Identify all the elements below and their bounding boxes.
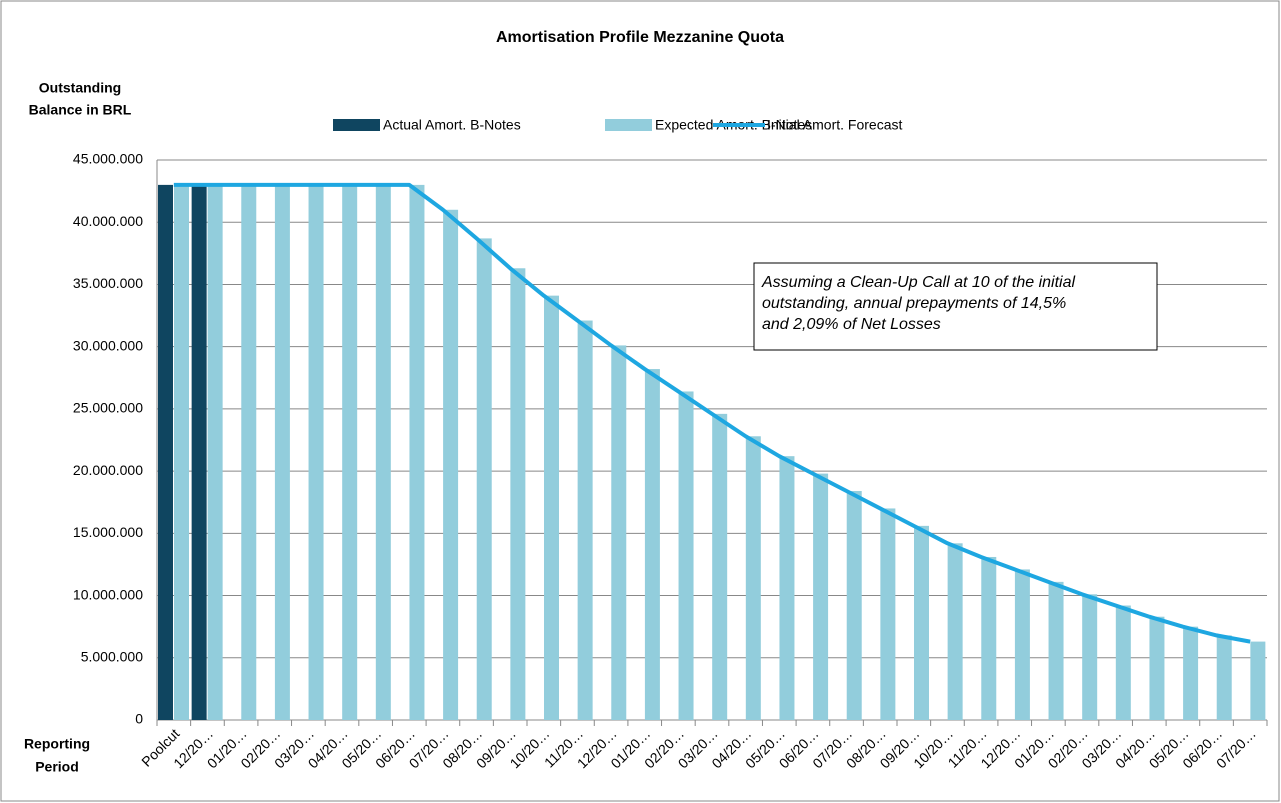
y-tick-label: 40.000.000	[73, 213, 143, 229]
x-axis-label: Reporting	[24, 736, 90, 752]
y-tick-label: 10.000.000	[73, 586, 143, 602]
bar	[241, 184, 257, 720]
bar	[1048, 581, 1064, 720]
annotation-text: Assuming a Clean-Up Call at 10 of the in…	[761, 274, 1075, 291]
y-tick-label: 35.000.000	[73, 275, 143, 291]
bar	[1183, 626, 1199, 720]
bar	[308, 184, 324, 720]
bar	[1149, 616, 1165, 720]
y-tick-label: 25.000.000	[73, 400, 143, 416]
bar	[779, 456, 795, 720]
bar	[191, 184, 207, 720]
bar	[274, 184, 290, 720]
bar	[981, 556, 997, 720]
bar	[158, 184, 173, 720]
bar	[745, 436, 761, 720]
bar	[678, 391, 694, 720]
y-tick-label: 0	[135, 711, 143, 727]
bar	[174, 184, 189, 720]
bar	[1115, 605, 1131, 720]
y-tick-label: 5.000.000	[81, 648, 143, 664]
line	[173, 182, 1251, 644]
legend-label: Initial Amort. Forecast	[767, 117, 902, 133]
bar	[846, 491, 862, 720]
bar	[1250, 641, 1266, 720]
bar	[1216, 635, 1232, 720]
bar	[914, 525, 929, 720]
bar	[1082, 594, 1098, 720]
y-axis-label: Outstanding	[39, 80, 121, 96]
bar	[712, 413, 728, 720]
bar	[644, 369, 660, 720]
bar	[207, 184, 223, 720]
bar	[880, 508, 896, 720]
annotation-text: outstanding, annual prepayments of 14,5%	[762, 295, 1066, 312]
y-tick-label: 45.000.000	[73, 151, 143, 167]
bar	[1014, 569, 1030, 720]
y-tick-label: 20.000.000	[73, 462, 143, 478]
bar	[577, 320, 593, 720]
y-tick-label: 15.000.000	[73, 524, 143, 540]
bar	[611, 345, 627, 720]
annotation-box	[753, 262, 1158, 351]
bar	[342, 184, 358, 720]
legend-label: Actual Amort. B-Notes	[383, 117, 521, 133]
bar	[375, 184, 391, 720]
legend-swatch	[605, 119, 652, 131]
bar	[443, 209, 459, 720]
x-axis-label: Period	[35, 759, 79, 775]
bar	[510, 268, 526, 720]
bar	[409, 184, 425, 720]
y-tick-label: 30.000.000	[73, 337, 143, 353]
bar	[813, 473, 829, 720]
bar	[476, 238, 492, 720]
bar	[544, 295, 559, 720]
y-axis-label: Balance in BRL	[29, 102, 132, 118]
bar	[947, 543, 963, 720]
annotation-text: and 2,09% of Net Losses	[762, 316, 941, 333]
legend-swatch	[333, 119, 380, 131]
chart-title: Amortisation Profile Mezzanine Quota	[496, 29, 784, 46]
